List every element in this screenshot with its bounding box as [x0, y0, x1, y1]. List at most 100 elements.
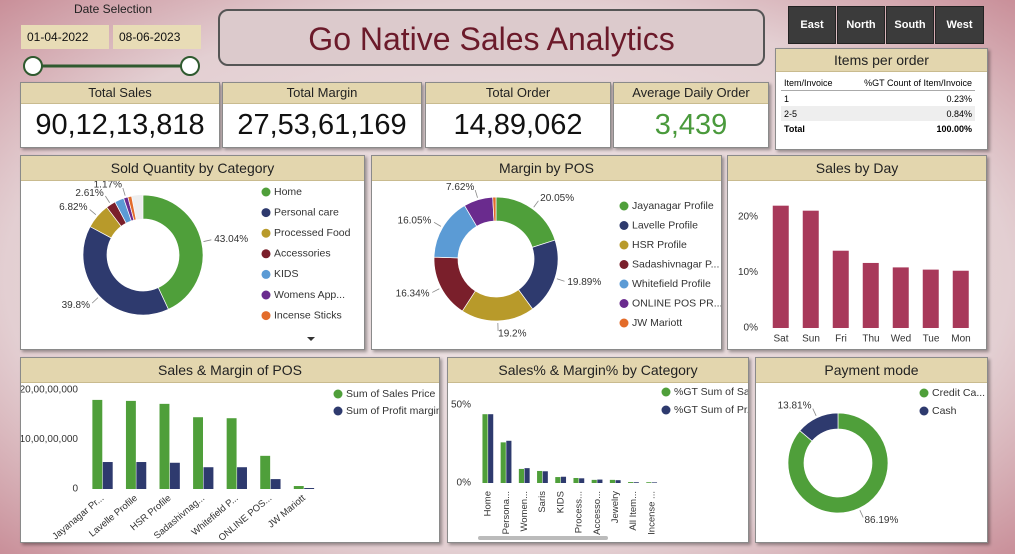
- x-tick-label: All Item...: [628, 491, 639, 531]
- chart-panel: Sales & Margin of POS 0 10,00,00,000 20,00…: [20, 357, 442, 544]
- bar: [524, 468, 530, 483]
- legend-label: Jayanagar Profile: [632, 200, 714, 212]
- legend-marker: [619, 318, 629, 328]
- kpi-label: Total Margin: [223, 83, 421, 104]
- bar: [651, 482, 658, 483]
- y-tick-label: 10%: [738, 267, 758, 278]
- legend-marker: [261, 208, 271, 218]
- y-tick-label: 20,00,00,000: [21, 385, 78, 396]
- bar: [159, 403, 170, 489]
- region-button[interactable]: North: [837, 6, 885, 44]
- x-tick-label: Fri: [835, 334, 847, 345]
- legend-label: %GT Sum of Pr...: [674, 404, 748, 416]
- bar: [169, 462, 180, 489]
- leader-line: [203, 239, 212, 242]
- legend-label: JW Mariott: [632, 317, 682, 329]
- legend-marker: [261, 187, 271, 197]
- chart-panel: Margin by POS 20.05% 19.89% 19.2% 16.34% 16.…: [371, 155, 722, 350]
- chart: 43.04% 39.8% 6.82% 2.61%1.17% Home Personal c…: [59, 180, 351, 341]
- scrollbar[interactable]: [478, 536, 608, 540]
- legend-marker: [619, 279, 629, 289]
- region-button[interactable]: East: [788, 6, 836, 44]
- date-slider[interactable]: [20, 54, 210, 80]
- legend-label: Credit Ca...: [932, 387, 985, 399]
- x-tick-label: Persona...: [501, 491, 512, 534]
- legend-marker: [919, 406, 929, 416]
- x-tick-label: Sun: [802, 334, 820, 345]
- bar: [579, 478, 585, 483]
- legend-marker: [619, 221, 629, 230]
- leader-line: [89, 209, 97, 216]
- x-tick-label: Thu: [862, 334, 879, 345]
- leader-line: [474, 189, 478, 198]
- leader-line: [556, 278, 565, 282]
- legend-marker: [619, 201, 629, 211]
- date-start[interactable]: 01-04-2022: [21, 25, 109, 49]
- cell: 0.23%: [946, 93, 972, 104]
- chart: 20.05% 19.89% 19.2% 16.34% 16.05% 7.62% Jayana…: [396, 182, 723, 340]
- bar: [237, 467, 247, 489]
- legend-marker: [261, 290, 271, 300]
- y-tick-label: 50%: [451, 399, 471, 410]
- kpi-card: Average Daily Order 3,439: [613, 82, 769, 148]
- bar: [260, 455, 271, 489]
- region-button[interactable]: South: [886, 6, 934, 44]
- legend-marker: [619, 240, 629, 250]
- x-tick-label: Incense ...: [646, 491, 657, 535]
- legend-label: %GT Sum of Sa...: [674, 386, 748, 398]
- legend-marker: [261, 228, 271, 238]
- scroll-arrow[interactable]: [307, 337, 315, 341]
- legend-label: Personal care: [274, 206, 339, 218]
- legend-label: Sum of Sales Price: [346, 388, 435, 400]
- bar: [193, 417, 203, 489]
- bar: [922, 269, 939, 328]
- x-tick-label: Tue: [923, 334, 940, 345]
- y-tick-label: 0%: [744, 323, 759, 334]
- chart: 86.19% 13.81% Credit Ca... Cash: [778, 387, 986, 526]
- chart: 0% 50% Home Persona... Women... Saris KIDS Proc…: [451, 386, 758, 540]
- x-tick-label: JW Mariott: [266, 493, 308, 531]
- bar: [500, 442, 506, 483]
- bar: [802, 210, 819, 328]
- data-label: 19.2%: [498, 329, 526, 340]
- bar: [591, 479, 597, 483]
- chart-title: Sales & Margin of POS: [21, 358, 439, 383]
- region-button[interactable]: West: [935, 6, 984, 44]
- kpi-label: Total Order: [426, 83, 610, 104]
- leader-line: [433, 221, 442, 227]
- chart-panel: Sales% & Margin% by Category 0% 50% Home Pe…: [447, 357, 758, 543]
- legend-label: ONLINE POS PR...: [632, 297, 721, 309]
- y-tick-label: 0%: [457, 478, 472, 489]
- col-header[interactable]: %GT Count of Item/Invoice: [864, 77, 972, 88]
- bar: [293, 486, 304, 489]
- date-end[interactable]: 08-06-2023: [113, 25, 201, 49]
- legend-marker: [261, 249, 271, 259]
- bar: [304, 488, 315, 489]
- bar: [573, 477, 579, 483]
- x-tick-label: Saris: [537, 491, 548, 513]
- legend-marker: [261, 269, 271, 279]
- donut-slice: [82, 226, 169, 316]
- bar: [270, 479, 281, 489]
- x-tick-label: Women...: [519, 491, 530, 531]
- bar: [628, 482, 634, 483]
- bar: [892, 267, 909, 328]
- donut-slice: [142, 194, 204, 310]
- data-label: 16.34%: [396, 288, 430, 299]
- kpi-card: Total Sales 90,12,13,818: [20, 82, 220, 148]
- bar: [560, 476, 567, 483]
- bar: [862, 262, 879, 328]
- legend-label: Processed Food: [274, 227, 351, 239]
- kpi-value: 3,439: [654, 109, 728, 141]
- legend-label: Accessories: [274, 248, 331, 260]
- x-tick-label: Process...: [574, 491, 585, 533]
- x-tick-label: Home: [483, 491, 494, 516]
- chart-title: Sales% & Margin% by Category: [448, 358, 748, 383]
- data-label: 6.82%: [59, 202, 87, 213]
- chart: 0% 10% 20% Sat Sun Fri Thu Wed Tue Mon: [738, 205, 971, 345]
- data-label: 13.81%: [778, 400, 812, 411]
- col-header[interactable]: Item/Invoice: [784, 77, 833, 88]
